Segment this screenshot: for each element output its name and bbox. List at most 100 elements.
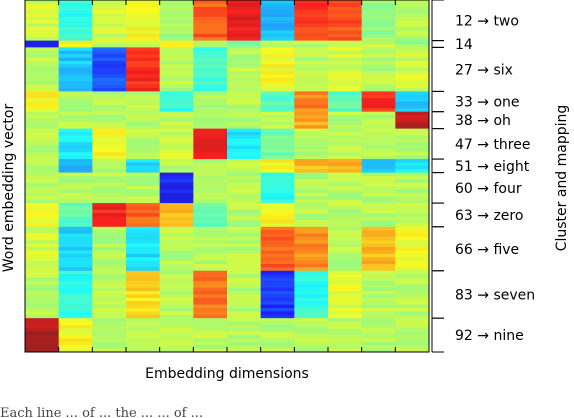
heatmap-cell (294, 23, 329, 28)
heatmap-cell (92, 297, 127, 302)
heatmap-cell (126, 209, 161, 214)
heatmap-cell (294, 145, 329, 150)
heatmap-cell (361, 203, 396, 208)
heatmap-cell (227, 44, 262, 48)
heatmap-cell (395, 233, 429, 238)
heatmap-cell (227, 23, 262, 28)
heatmap-cell (294, 223, 329, 228)
heatmap-cell (328, 47, 363, 52)
heatmap-cell (159, 27, 194, 32)
heatmap-cell (395, 308, 429, 312)
heatmap-cell (58, 135, 93, 140)
heatmap-cell (294, 132, 329, 136)
heatmap-cell (294, 77, 329, 82)
heatmap-cell (92, 23, 127, 28)
heatmap-cell (25, 125, 60, 130)
heatmap-cell (328, 152, 363, 157)
heatmap-cell (361, 71, 396, 76)
heatmap-cell (260, 338, 295, 343)
heatmap-cell (328, 84, 363, 89)
heatmap-cell (193, 50, 228, 55)
heatmap-cell (361, 27, 396, 32)
heatmap-cell (395, 338, 429, 343)
heatmap-cell (361, 287, 396, 292)
heatmap-cell (92, 165, 127, 170)
heatmap-cell (193, 47, 228, 52)
heatmap-cell (58, 230, 93, 235)
heatmap-cell (361, 297, 396, 302)
heatmap-cell (126, 33, 161, 38)
heatmap-cell (92, 220, 127, 224)
heatmap-cell (92, 16, 127, 21)
heatmap-cell (126, 132, 161, 136)
heatmap-cell (395, 328, 429, 333)
heatmap-cell (294, 335, 329, 340)
heatmap-cell (25, 155, 60, 160)
heatmap-cell (25, 33, 60, 38)
heatmap-cell (260, 132, 295, 136)
heatmap-cell (126, 30, 161, 35)
heatmap-cell (260, 220, 295, 224)
heatmap-cell (159, 145, 194, 150)
heatmap-cell (58, 159, 93, 164)
heatmap-cell (25, 84, 60, 89)
heatmap-cell (227, 294, 262, 299)
heatmap-cell (260, 324, 295, 329)
heatmap-cell (294, 284, 329, 289)
heatmap-cell (294, 40, 329, 45)
heatmap-cell (193, 230, 228, 235)
heatmap-cell (395, 135, 429, 140)
heatmap-cell (92, 108, 127, 113)
heatmap-cell (92, 250, 127, 255)
heatmap-cell (159, 148, 194, 153)
heatmap-cell (260, 148, 295, 153)
heatmap-cell (260, 37, 295, 42)
heatmap-cell (92, 145, 127, 150)
heatmap-cell (159, 335, 194, 340)
heatmap-cell (395, 121, 429, 126)
heatmap-cell (25, 16, 60, 21)
heatmap-cell (395, 44, 429, 48)
heatmap-cell (126, 345, 161, 350)
heatmap-cell (395, 47, 429, 52)
heatmap-cell (58, 81, 93, 86)
heatmap-cell (361, 57, 396, 62)
heatmap-cell (126, 287, 161, 292)
heatmap-cell (361, 77, 396, 82)
heatmap-cell (395, 115, 429, 120)
heatmap-cell (395, 27, 429, 32)
heatmap-cell (395, 91, 429, 96)
heatmap-cell (193, 81, 228, 86)
heatmap-cell (227, 159, 262, 164)
heatmap-cell (395, 108, 429, 113)
heatmap-cell (260, 223, 295, 228)
heatmap-cell (328, 128, 363, 133)
heatmap-cell (260, 67, 295, 72)
heatmap-cell (159, 179, 194, 184)
heatmap-cell (361, 132, 396, 136)
heatmap-cell (294, 189, 329, 194)
heatmap-cell (126, 64, 161, 69)
heatmap-cell (58, 186, 93, 191)
heatmap-cell (361, 321, 396, 326)
heatmap-cell (361, 233, 396, 238)
heatmap-cell (58, 3, 93, 8)
heatmap-cell (159, 60, 194, 65)
heatmap-cell (25, 20, 60, 25)
heatmap-cell (227, 348, 262, 352)
heatmap-cell (361, 236, 396, 241)
heatmap-cell (159, 182, 194, 187)
heatmap-cell (126, 162, 161, 167)
heatmap-cell (193, 233, 228, 238)
heatmap-cell (25, 115, 60, 120)
heatmap-cell (126, 50, 161, 55)
heatmap-cell (361, 118, 396, 123)
cluster-label: 33 → one (455, 95, 520, 111)
heatmap-cell (361, 115, 396, 120)
heatmap-cell (25, 321, 60, 326)
heatmap-cell (227, 47, 262, 52)
heatmap-cell (58, 223, 93, 228)
heatmap-cell (126, 16, 161, 21)
heatmap-cell (294, 148, 329, 153)
heatmap-cell (25, 335, 60, 340)
